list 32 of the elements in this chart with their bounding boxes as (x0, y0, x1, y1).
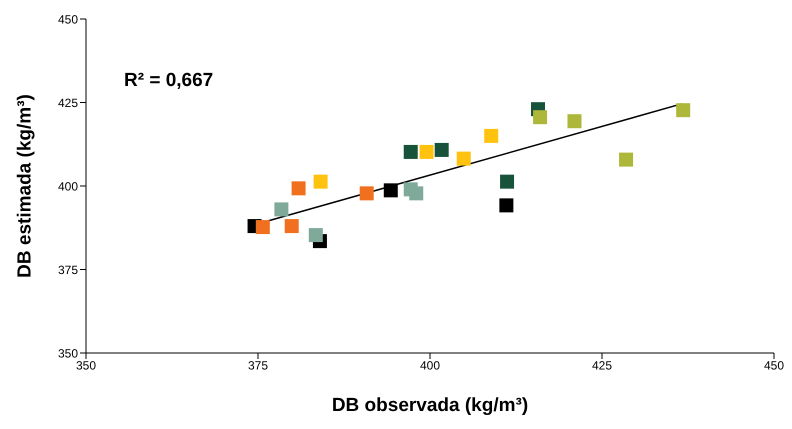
point (619, 152, 634, 167)
point (499, 198, 514, 212)
point (404, 144, 418, 159)
point (456, 152, 471, 166)
y-tick-label: 350 (58, 346, 78, 360)
point (676, 103, 690, 118)
point (256, 220, 270, 234)
point (360, 186, 374, 200)
x-tick-label: 375 (248, 358, 268, 373)
x-axis-title: DB observada (kg/m³) (332, 395, 528, 416)
point (484, 128, 498, 143)
point (384, 183, 398, 198)
y-tick-label: 450 (58, 12, 78, 26)
x-tick-label: 400 (420, 358, 440, 373)
point (533, 110, 548, 124)
point (274, 202, 288, 216)
x-tick-label: 450 (764, 358, 784, 373)
point (420, 144, 434, 159)
point (567, 114, 582, 128)
y-tick-label: 425 (58, 96, 78, 110)
point (308, 228, 323, 242)
x-tick-label: 425 (592, 358, 612, 373)
point (434, 142, 449, 157)
point (500, 174, 514, 189)
y-tick-label: 375 (58, 262, 78, 277)
y-axis-title: DB estimada (kg/m³) (14, 94, 36, 278)
point (314, 174, 328, 189)
x-tick-label: 350 (76, 358, 96, 373)
annotation: R² = 0,667 (124, 70, 214, 91)
point (292, 181, 306, 196)
point (284, 219, 299, 234)
y-tick-label: 400 (58, 179, 78, 194)
